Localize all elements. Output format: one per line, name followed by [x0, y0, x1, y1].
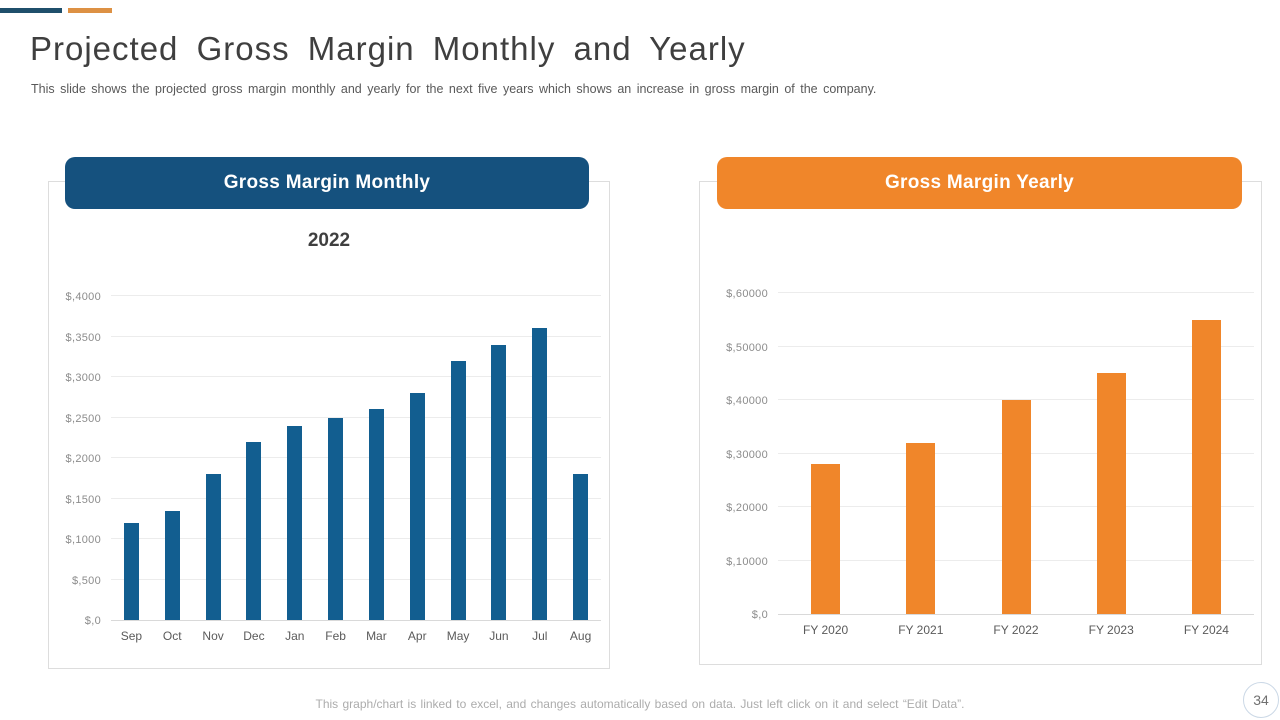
- gridline: [111, 457, 601, 458]
- x-axis-tick-label: Aug: [569, 629, 592, 643]
- x-axis-tick-label: Apr: [407, 629, 427, 643]
- bar: [811, 464, 841, 614]
- bar: [205, 474, 221, 620]
- x-axis-tick-label: FY 2024: [1183, 623, 1229, 637]
- y-axis-tick-label: $,30000: [726, 448, 768, 461]
- yearly-chart-header-label: Gross Margin Yearly: [884, 172, 1075, 193]
- accent-bar-orange: [68, 8, 112, 13]
- y-axis-tick-label: $,2000: [65, 453, 101, 465]
- x-axis-tick-label: Jul: [532, 629, 548, 643]
- bar: [368, 409, 384, 620]
- page-number: 34: [1253, 692, 1269, 708]
- x-axis-tick-label: Dec: [243, 629, 265, 643]
- x-axis-tick-label: FY 2023: [1088, 623, 1134, 637]
- bar: [328, 417, 344, 620]
- y-axis-tick-label: $,4000: [65, 291, 101, 303]
- bar: [1191, 319, 1221, 614]
- y-axis-tick-label: $,3000: [65, 372, 101, 384]
- page-subtitle: This slide shows the projected gross mar…: [31, 82, 877, 96]
- y-axis-tick-label: $,3500: [65, 331, 101, 344]
- x-axis-tick-label: Jun: [489, 629, 509, 643]
- x-axis-tick-label: Feb: [325, 629, 346, 643]
- footer-note: This graph/chart is linked to excel, and…: [315, 697, 965, 711]
- y-axis-tick-label: $,1000: [65, 534, 101, 546]
- x-axis-tick-label: Jan: [285, 629, 305, 643]
- gridline: [778, 345, 1254, 347]
- gridline: [111, 335, 601, 337]
- bar: [450, 360, 466, 620]
- monthly-chart-plot: $,0 $,500 $,1000 $,1500 $,2000 $,2500 $,3000 $,…: [66, 291, 601, 643]
- yearly-chart-header: Gross Margin Yearly: [717, 157, 1242, 209]
- gridline: [111, 376, 601, 377]
- x-axis-tick-label: May: [446, 629, 470, 643]
- bar: [123, 522, 139, 620]
- yearly-chart-plot: $,0 $,10000 $,20000 $,30000 $,40000 $,50000 $,…: [726, 288, 1254, 637]
- gridline: [111, 416, 601, 418]
- y-axis-tick-label: $,0: [84, 615, 101, 627]
- bar: [246, 441, 262, 620]
- bar: [1096, 373, 1126, 614]
- y-axis-tick-label: $,40000: [726, 395, 768, 408]
- page-number-badge: 34: [1243, 682, 1279, 718]
- y-axis-tick-label: $,50000: [726, 341, 768, 354]
- monthly-chart-header-label: Gross Margin Monthly: [223, 172, 431, 193]
- x-axis-tick-label: Sep: [120, 629, 143, 643]
- monthly-chart-header: Gross Margin Monthly: [65, 157, 589, 209]
- bar: [573, 474, 589, 620]
- gridline: [778, 292, 1254, 293]
- bar: [1001, 400, 1031, 614]
- y-axis-tick-label: $,500: [71, 574, 101, 587]
- x-axis-tick-label: Oct: [162, 629, 182, 643]
- gridline: [111, 538, 601, 539]
- bar: [409, 393, 425, 620]
- yearly-chart-panel[interactable]: $,0 $,10000 $,20000 $,30000 $,40000 $,50000 $,…: [699, 181, 1262, 665]
- x-axis-tick-label: Mar: [366, 629, 387, 643]
- x-axis-tick-label: FY 2022: [993, 623, 1039, 637]
- x-axis-tick-label: FY 2021: [898, 623, 944, 637]
- page-title: Projected Gross Margin Monthly and Yearl…: [30, 30, 746, 67]
- gridline: [111, 497, 601, 499]
- bar: [287, 425, 303, 620]
- bar: [491, 344, 507, 620]
- bar: [164, 510, 180, 620]
- y-axis-tick-label: $,2500: [65, 412, 101, 425]
- y-axis-tick-label: $,60000: [726, 288, 768, 300]
- bar: [906, 442, 936, 614]
- x-axis-tick-label: Nov: [202, 629, 224, 643]
- y-axis-tick-label: $,0: [751, 609, 768, 621]
- bar: [532, 328, 548, 620]
- accent-bar-blue: [0, 8, 62, 13]
- x-axis-tick-label: FY 2020: [803, 623, 849, 637]
- gridline: [111, 295, 601, 296]
- gridline: [778, 399, 1254, 400]
- monthly-chart-panel[interactable]: 2022 $,0 $,500 $,1000 $,1500 $,2000 $,2500 $,3…: [48, 181, 610, 669]
- monthly-chart-year-label: 2022: [307, 230, 351, 251]
- gridline: [111, 578, 601, 580]
- y-axis-tick-label: $,1500: [65, 493, 101, 506]
- y-axis-tick-label: $,10000: [726, 555, 768, 568]
- y-axis-tick-label: $,20000: [726, 502, 768, 515]
